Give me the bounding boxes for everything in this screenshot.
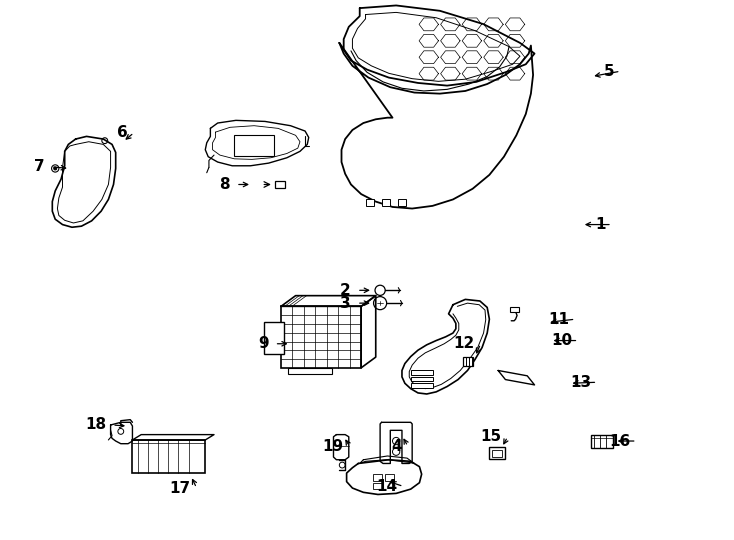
- Bar: [592, 435, 613, 448]
- Bar: [398, 199, 407, 206]
- Polygon shape: [111, 422, 132, 444]
- Bar: [275, 181, 286, 188]
- Bar: [281, 306, 361, 368]
- Text: 3: 3: [341, 295, 351, 310]
- Text: 2: 2: [341, 283, 351, 298]
- Bar: [264, 322, 284, 354]
- Bar: [373, 483, 382, 489]
- Text: 11: 11: [548, 312, 570, 327]
- Polygon shape: [498, 370, 534, 385]
- Bar: [411, 383, 432, 388]
- Bar: [132, 440, 206, 473]
- Bar: [490, 448, 506, 459]
- Bar: [493, 450, 503, 457]
- Polygon shape: [132, 435, 214, 440]
- Text: 19: 19: [322, 439, 344, 454]
- Bar: [234, 136, 275, 156]
- Bar: [411, 370, 432, 375]
- Text: 14: 14: [377, 479, 398, 494]
- Text: 8: 8: [219, 177, 230, 192]
- Polygon shape: [333, 435, 349, 460]
- Polygon shape: [281, 296, 376, 306]
- Text: 12: 12: [454, 336, 475, 351]
- Polygon shape: [346, 460, 421, 495]
- Polygon shape: [339, 43, 533, 208]
- Text: 6: 6: [117, 125, 128, 140]
- Bar: [373, 474, 382, 481]
- Bar: [411, 377, 432, 381]
- Text: 17: 17: [170, 481, 191, 496]
- Text: 18: 18: [85, 417, 106, 433]
- Text: 5: 5: [604, 64, 614, 79]
- Bar: [463, 357, 473, 366]
- Bar: [382, 199, 390, 206]
- Bar: [366, 199, 374, 206]
- Bar: [288, 368, 332, 374]
- Text: 10: 10: [551, 333, 573, 348]
- Polygon shape: [380, 422, 413, 463]
- Text: 16: 16: [609, 434, 631, 449]
- Text: 9: 9: [258, 336, 269, 351]
- Bar: [510, 307, 518, 312]
- Polygon shape: [52, 137, 116, 227]
- Polygon shape: [402, 299, 490, 394]
- Text: 13: 13: [570, 375, 592, 390]
- Polygon shape: [361, 296, 376, 368]
- Circle shape: [54, 167, 57, 170]
- Text: 1: 1: [595, 217, 606, 232]
- Bar: [385, 474, 394, 481]
- Text: 7: 7: [34, 159, 45, 174]
- Polygon shape: [206, 120, 309, 166]
- Polygon shape: [344, 5, 534, 86]
- Text: 15: 15: [481, 429, 502, 444]
- Text: 4: 4: [391, 439, 402, 454]
